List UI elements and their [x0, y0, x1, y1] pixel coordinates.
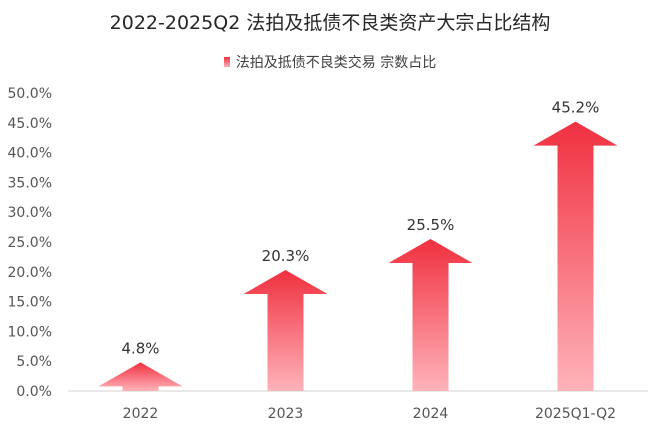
data-label: 4.8%: [121, 339, 159, 357]
y-tick-label: 0.0%: [16, 384, 52, 400]
x-tick-label: 2024: [413, 406, 449, 422]
arrow-bar: [388, 239, 473, 391]
bar-marks: 4.8% 20.3% 25.5% 45.2%: [98, 99, 618, 391]
y-tick-label: 15.0%: [8, 295, 52, 311]
x-tick-label: 2022: [123, 406, 159, 422]
arrow-bar: [98, 362, 183, 391]
x-tick-label: 2023: [268, 406, 304, 422]
y-tick-label: 35.0%: [8, 175, 52, 191]
arrow-bar: [533, 121, 618, 391]
data-label: 25.5%: [407, 216, 455, 234]
y-tick-label: 40.0%: [8, 146, 52, 162]
y-tick-label: 30.0%: [8, 205, 52, 221]
y-tick-label: 20.0%: [8, 265, 52, 281]
legend-label: 法拍及抵债不良类交易 宗数占比: [235, 55, 437, 71]
y-tick-label: 25.0%: [8, 235, 52, 251]
x-tick-label: 2025Q1-Q2: [535, 406, 616, 422]
y-tick-label: 50.0%: [8, 86, 52, 102]
data-label: 45.2%: [552, 99, 600, 117]
y-tick-label: 45.0%: [8, 116, 52, 132]
chart-title: 2022-2025Q2 法拍及抵债不良类资产大宗占比结构: [109, 12, 551, 34]
y-tick-label: 5.0%: [16, 354, 52, 370]
arrow-bar: [243, 270, 328, 391]
x-axis: 2022 2023 2024 2025Q1-Q2: [123, 406, 616, 422]
legend: 法拍及抵债不良类交易 宗数占比: [0, 52, 660, 72]
y-tick-label: 10.0%: [8, 324, 52, 340]
y-axis: 0.0% 5.0% 10.0% 15.0% 20.0% 25.0% 30.0% 35.0% 40…: [8, 86, 52, 400]
data-label: 20.3%: [262, 247, 310, 265]
legend-swatch: [223, 57, 230, 67]
